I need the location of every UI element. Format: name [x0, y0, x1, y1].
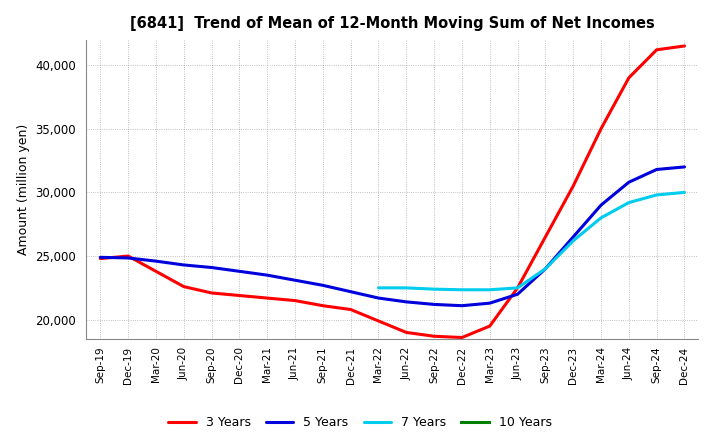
Line: 3 Years: 3 Years	[100, 46, 685, 337]
3 Years	[346, 307, 355, 312]
Legend: 3 Years, 5 Years, 7 Years, 10 Years: 3 Years, 5 Years, 7 Years, 10 Years	[168, 416, 552, 429]
3 Years	[179, 284, 188, 289]
7 Years	[597, 215, 606, 220]
3 Years	[485, 323, 494, 329]
3 Years	[402, 330, 410, 335]
7 Years	[402, 285, 410, 290]
7 Years	[680, 190, 689, 195]
3 Years	[569, 183, 577, 189]
3 Years	[291, 298, 300, 303]
5 Years	[291, 278, 300, 283]
3 Years	[374, 318, 383, 323]
7 Years	[569, 238, 577, 243]
5 Years	[513, 292, 522, 297]
3 Years	[96, 256, 104, 261]
3 Years	[597, 126, 606, 132]
5 Years	[152, 258, 161, 264]
7 Years	[485, 287, 494, 293]
Line: 7 Years: 7 Years	[379, 192, 685, 290]
5 Years	[624, 180, 633, 185]
7 Years	[430, 286, 438, 292]
3 Years	[680, 43, 689, 48]
5 Years	[96, 255, 104, 260]
3 Years	[652, 47, 661, 52]
7 Years	[374, 285, 383, 290]
3 Years	[513, 285, 522, 290]
3 Years	[263, 295, 271, 301]
5 Years	[458, 303, 467, 308]
Line: 5 Years: 5 Years	[100, 167, 685, 306]
5 Years	[541, 266, 550, 271]
5 Years	[652, 167, 661, 172]
3 Years	[152, 269, 161, 274]
5 Years	[597, 202, 606, 208]
3 Years	[624, 75, 633, 81]
5 Years	[680, 164, 689, 169]
5 Years	[179, 262, 188, 268]
3 Years	[458, 335, 467, 340]
3 Years	[207, 290, 216, 296]
5 Years	[263, 272, 271, 278]
3 Years	[124, 253, 132, 259]
7 Years	[652, 192, 661, 198]
7 Years	[458, 287, 467, 293]
3 Years	[235, 293, 243, 298]
Title: [6841]  Trend of Mean of 12-Month Moving Sum of Net Incomes: [6841] Trend of Mean of 12-Month Moving …	[130, 16, 654, 32]
5 Years	[124, 255, 132, 260]
5 Years	[207, 265, 216, 270]
3 Years	[318, 303, 327, 308]
5 Years	[346, 289, 355, 294]
5 Years	[430, 302, 438, 307]
3 Years	[541, 235, 550, 240]
Y-axis label: Amount (million yen): Amount (million yen)	[17, 124, 30, 255]
5 Years	[402, 299, 410, 304]
5 Years	[485, 301, 494, 306]
3 Years	[430, 334, 438, 339]
5 Years	[374, 295, 383, 301]
5 Years	[235, 269, 243, 274]
5 Years	[569, 235, 577, 240]
7 Years	[513, 285, 522, 290]
5 Years	[318, 282, 327, 288]
7 Years	[624, 200, 633, 205]
7 Years	[541, 266, 550, 271]
